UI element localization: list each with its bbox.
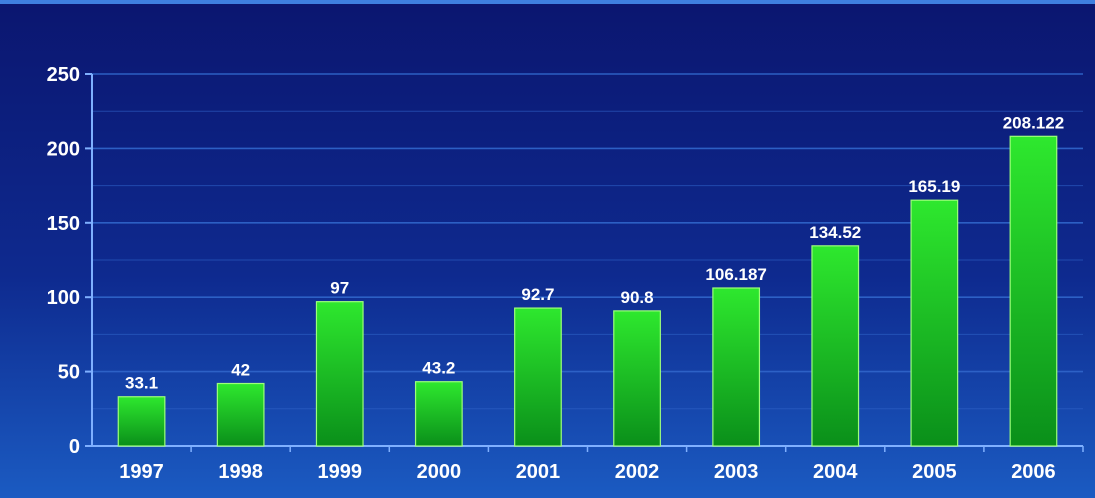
x-tick-label-2003: 2003 [714,461,759,483]
data-label-2003: 106.187 [705,265,766,284]
data-label-2005: 165.19 [908,177,960,196]
bar-2006 [1009,135,1058,447]
y-tick-label: 0 [69,436,80,458]
bar-1999 [315,301,364,447]
data-label-2000: 43.2 [422,359,455,378]
grid-layer [92,73,1083,447]
data-label-1999: 97 [330,279,349,298]
data-label-1997: 33.1 [125,374,158,393]
label-layer: 33.1 1997 42 1998 97 1999 43.2 2000 92.7 2001 90.8… [119,113,1064,483]
bar-1997 [117,396,166,447]
bar-2001 [514,307,562,447]
y-tick-label: 250 [47,64,80,86]
data-label-2006: 208.122 [1003,113,1064,132]
x-tick-label-2005: 2005 [912,461,957,483]
bar-2002 [613,310,661,447]
data-label-2004: 134.52 [809,223,861,242]
data-label-2002: 90.8 [621,288,654,307]
y-tick-label: 200 [47,138,80,160]
x-tick-label-1999: 1999 [318,461,363,483]
y-tick-label: 100 [47,287,80,309]
x-tick-label-2004: 2004 [813,461,858,483]
x-tick-label-2006: 2006 [1011,461,1056,483]
x-tick-label-1998: 1998 [218,461,263,483]
x-tick-label-1997: 1997 [119,461,164,483]
bar-2003 [712,287,761,447]
data-label-1998: 42 [231,361,250,380]
bar-2000 [414,381,463,447]
bar-chart: 0 50 100 150 200 250 33.1 1997 42 1998 97 1999 43.2… [47,64,1084,483]
bar-layer [117,135,1058,447]
bar-2004 [811,245,860,447]
data-label-2001: 92.7 [521,285,554,304]
y-tick-label: 150 [47,213,80,235]
x-tick-label-2002: 2002 [615,461,660,483]
x-tick-label-2001: 2001 [516,461,561,483]
bar-1998 [216,382,265,447]
y-tick-label: 50 [58,362,80,384]
bar-2005 [910,199,959,447]
x-tick-label-2000: 2000 [417,461,462,483]
